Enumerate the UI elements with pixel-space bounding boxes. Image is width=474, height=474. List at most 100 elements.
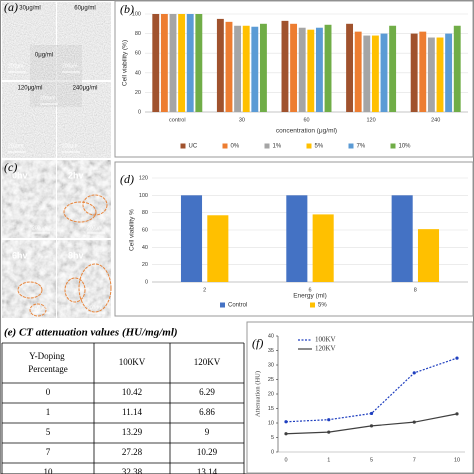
bar (427, 37, 435, 112)
x-tick-label: 30 (239, 117, 245, 123)
x-axis-label: Energy (ml) (293, 293, 327, 300)
line (285, 413, 458, 435)
table-cell: 9 (205, 427, 210, 437)
legend-label: Control (228, 303, 247, 309)
bar (225, 21, 233, 113)
highlight (17, 281, 43, 299)
table-cell: 32.38 (122, 467, 143, 474)
micrograph-label: 60μg/ml (74, 6, 95, 12)
x-tick-label: 60 (303, 117, 309, 123)
table-header: Y-Doping Percentage (28, 351, 67, 374)
bar (152, 14, 160, 112)
micrograph-label: 120μg/ml (18, 86, 43, 92)
bar (290, 23, 298, 112)
micrograph (29, 44, 83, 108)
y-tick-label: 0 (138, 109, 141, 115)
micrograph-label: 2hv (68, 170, 84, 180)
bar (195, 14, 203, 112)
point (327, 430, 331, 434)
y-tick-label: 20 (142, 262, 148, 268)
bar (160, 14, 168, 112)
highlight (64, 277, 86, 303)
bar (259, 23, 267, 112)
x-tick-label: 1 (327, 457, 330, 463)
line (285, 357, 458, 423)
y-tick-label: 35 (268, 348, 274, 354)
scale-bar-label: 200μm (62, 63, 77, 69)
panel-label: (a) (4, 0, 18, 14)
legend-label: 10% (399, 144, 412, 150)
legend-swatch (220, 302, 225, 308)
bar (281, 20, 289, 112)
bar (251, 26, 259, 113)
point (412, 420, 416, 424)
bar (445, 33, 453, 112)
legend-label: 5% (318, 303, 327, 309)
table-cell: 11.14 (122, 407, 142, 417)
legend-label: 0% (231, 144, 240, 150)
panel-label: (d) (120, 172, 134, 186)
table-cell: 27.28 (122, 447, 143, 457)
y-tick-label: 100 (139, 193, 148, 199)
bar (242, 25, 250, 112)
bar (186, 14, 194, 112)
panel-label: (b) (120, 2, 134, 16)
point (327, 418, 331, 422)
bar (312, 214, 334, 282)
micrograph-label: 0hv (12, 170, 28, 180)
table-title: (e) CT attenuation values (HU/mg/ml) (4, 327, 178, 339)
micrograph-label: 6hv (12, 250, 28, 260)
highlight (78, 263, 112, 313)
y-axis-label: Cell viability % (129, 209, 136, 251)
bar (180, 195, 203, 282)
x-tick-label: 7 (413, 457, 416, 463)
bar (315, 27, 323, 112)
y-tick-label: 60 (142, 227, 148, 233)
legend-swatch (222, 143, 228, 149)
micrograph-label: 30μg/ml (19, 6, 40, 12)
micrograph-label: 240μg/ml (73, 86, 98, 92)
table-cell: 10 (44, 467, 54, 474)
micrograph (56, 239, 112, 319)
bar (371, 35, 379, 113)
bar (436, 37, 444, 112)
legend-label: 5% (315, 144, 324, 150)
legend-swatch (310, 302, 315, 308)
y-tick-label: 5 (271, 435, 274, 441)
point (455, 356, 459, 360)
table-cell: 10.42 (122, 387, 142, 397)
x-tick-label: control (169, 117, 186, 123)
scale-bar-label: 200μm (87, 305, 102, 311)
point (284, 432, 288, 436)
legend-swatch (390, 143, 396, 149)
scale-bar-label: 200μm (8, 143, 23, 149)
bar (298, 27, 306, 112)
scale-bar-label: 200μm (87, 225, 102, 231)
bar (453, 25, 461, 112)
legend-label: 100KV (315, 336, 336, 344)
micrograph-label: 8hv (68, 250, 84, 260)
panel-label: (c) (4, 160, 17, 174)
bar (234, 25, 242, 112)
y-tick-label: 120 (139, 175, 148, 181)
y-tick-label: 15 (268, 406, 274, 412)
table-cell: 0 (46, 387, 51, 397)
legend-label: 7% (357, 144, 366, 150)
point (455, 412, 459, 416)
y-tick-label: 40 (268, 333, 274, 339)
point (369, 411, 374, 416)
scale-bar-label: 200μm (32, 225, 47, 231)
y-tick-label: 20 (135, 90, 141, 96)
y-tick-label: 20 (268, 391, 274, 397)
panel-d-frame (114, 161, 474, 317)
table-cell: 1 (46, 407, 51, 417)
x-tick-label: 2 (203, 287, 206, 293)
scale-bar-label: 200μm (8, 63, 23, 69)
bar (363, 35, 371, 113)
y-tick-label: 40 (135, 70, 141, 76)
highlight (29, 303, 47, 317)
table-header: 120KV (194, 357, 221, 367)
micrograph (1, 159, 57, 239)
highlight (82, 194, 108, 216)
